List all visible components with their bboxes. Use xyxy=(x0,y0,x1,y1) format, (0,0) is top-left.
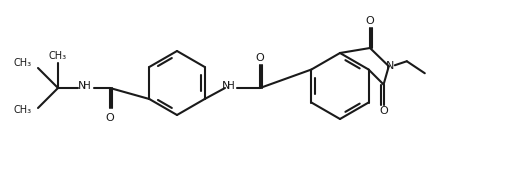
Text: CH₃: CH₃ xyxy=(14,58,32,68)
Text: O: O xyxy=(105,113,114,123)
Text: H: H xyxy=(83,81,91,91)
Text: CH₃: CH₃ xyxy=(49,51,67,61)
Text: O: O xyxy=(365,16,374,26)
Text: N: N xyxy=(221,81,230,91)
Text: O: O xyxy=(255,53,264,63)
Text: N: N xyxy=(385,61,393,71)
Text: N: N xyxy=(78,81,86,91)
Text: H: H xyxy=(227,81,235,91)
Text: O: O xyxy=(379,107,387,117)
Text: CH₃: CH₃ xyxy=(14,105,32,115)
